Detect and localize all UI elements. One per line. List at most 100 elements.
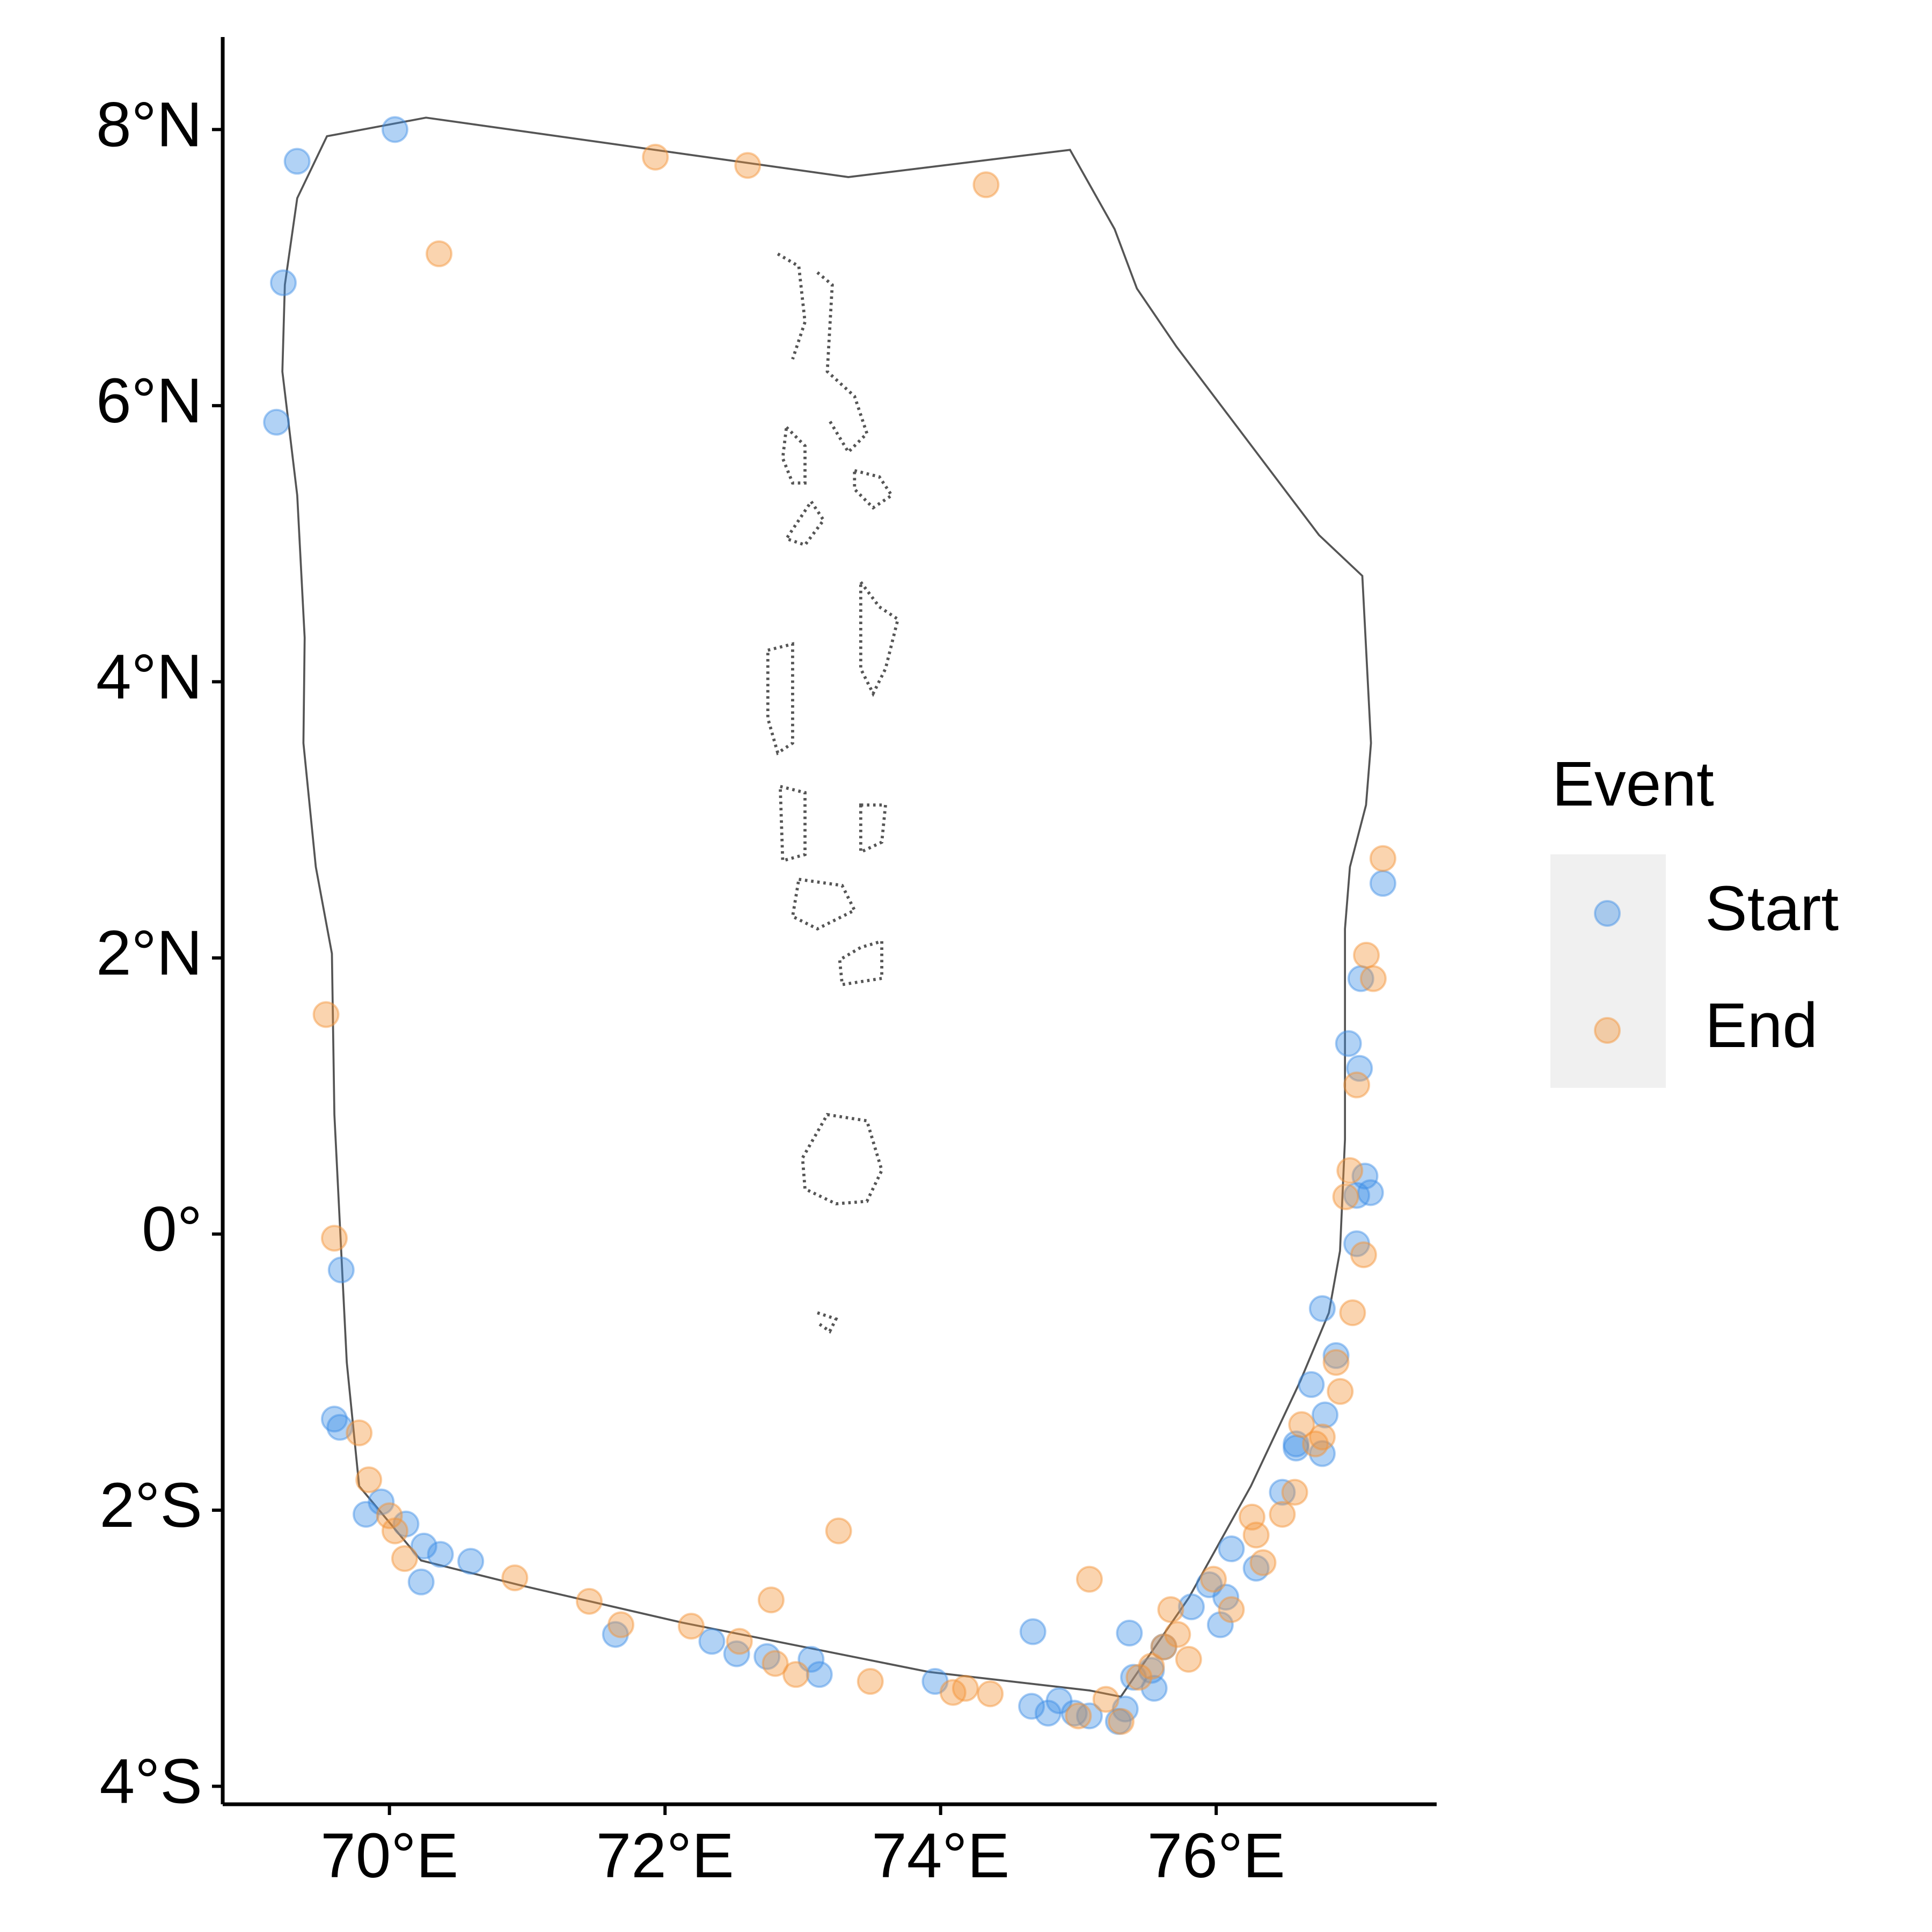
- x-tick-label: 72°E: [596, 1820, 734, 1891]
- point: [269, 269, 297, 296]
- point: [1125, 1664, 1153, 1691]
- point: [1140, 1674, 1168, 1702]
- point: [1138, 1652, 1165, 1680]
- point: [320, 1406, 348, 1433]
- point: [734, 152, 762, 179]
- point: [575, 1587, 603, 1615]
- point: [1075, 1702, 1103, 1730]
- point: [726, 1628, 753, 1655]
- point: [320, 1225, 348, 1252]
- point: [806, 1661, 833, 1688]
- point: [723, 1640, 750, 1667]
- point: [1335, 1030, 1362, 1057]
- point: [368, 1488, 395, 1516]
- point: [1242, 1521, 1270, 1549]
- point: [1288, 1411, 1315, 1438]
- point: [1218, 1535, 1245, 1563]
- point: [391, 1545, 418, 1572]
- point: [501, 1564, 529, 1592]
- point: [1269, 1501, 1296, 1528]
- point: [857, 1668, 884, 1695]
- point: [1138, 1657, 1165, 1684]
- point: [952, 1674, 979, 1702]
- point: [457, 1548, 485, 1575]
- point: [1359, 965, 1387, 992]
- y-tick-label: 6°N: [96, 365, 202, 436]
- point: [1339, 1299, 1366, 1327]
- point: [1332, 1183, 1359, 1211]
- point: [602, 1621, 629, 1648]
- point: [1019, 1618, 1046, 1645]
- point: [972, 171, 1000, 199]
- point: [1212, 1584, 1240, 1611]
- point: [797, 1645, 825, 1673]
- legend-marker: [1594, 900, 1621, 927]
- x-tick-label: 76°E: [1147, 1820, 1285, 1891]
- point: [1353, 941, 1380, 969]
- point: [353, 1501, 380, 1528]
- point: [1269, 1479, 1296, 1506]
- point: [1150, 1633, 1177, 1660]
- point: [1116, 1619, 1143, 1646]
- point: [1177, 1593, 1205, 1621]
- point: [1347, 965, 1374, 992]
- point: [1065, 1702, 1092, 1730]
- point: [1283, 1435, 1310, 1462]
- points: [263, 116, 1396, 1735]
- legend-title: Event: [1552, 749, 1714, 819]
- point: [427, 1541, 454, 1568]
- boundary: [281, 116, 1372, 1698]
- point: [312, 1001, 340, 1028]
- legend-key-background: [1550, 854, 1666, 1088]
- point: [263, 408, 290, 436]
- point: [698, 1628, 726, 1655]
- point: [1200, 1565, 1227, 1593]
- point: [1281, 1479, 1308, 1506]
- legend-marker: [1594, 1017, 1621, 1044]
- point: [327, 1256, 355, 1284]
- point: [1322, 1342, 1350, 1369]
- map-outlines: [281, 116, 1372, 1698]
- point: [642, 143, 669, 171]
- point: [1150, 1633, 1177, 1660]
- point: [1206, 1611, 1234, 1638]
- point: [921, 1668, 949, 1695]
- point: [381, 1517, 408, 1545]
- point: [1111, 1695, 1139, 1723]
- x-tick-label: 74°E: [872, 1820, 1009, 1891]
- point: [1343, 1071, 1371, 1099]
- point: [939, 1679, 967, 1706]
- point: [977, 1680, 1004, 1708]
- point: [1336, 1157, 1364, 1184]
- point: [1108, 1708, 1135, 1735]
- point: [326, 1414, 354, 1441]
- point: [1104, 1708, 1132, 1735]
- point: [1060, 1700, 1088, 1727]
- point: [1350, 1241, 1377, 1269]
- point: [757, 1586, 785, 1614]
- point: [1045, 1687, 1073, 1715]
- point: [283, 148, 311, 175]
- point: [1034, 1700, 1062, 1727]
- point: [1298, 1371, 1325, 1398]
- legend-label: Start: [1705, 873, 1839, 944]
- point: [762, 1650, 789, 1677]
- point: [1164, 1621, 1191, 1648]
- point: [1369, 845, 1396, 872]
- point: [1312, 1401, 1339, 1429]
- point: [426, 240, 453, 267]
- point: [1343, 1182, 1371, 1209]
- y-tick-label: 2°S: [99, 1470, 202, 1541]
- point: [1242, 1555, 1270, 1582]
- point: [1369, 870, 1396, 897]
- point: [346, 1419, 373, 1446]
- x-tick-label: 70°E: [320, 1820, 458, 1891]
- point: [355, 1466, 383, 1494]
- y-tick-label: 0°: [142, 1194, 202, 1265]
- point: [1308, 1423, 1336, 1451]
- point: [381, 116, 408, 143]
- point: [1092, 1686, 1119, 1713]
- point: [1357, 1179, 1384, 1206]
- point: [1327, 1378, 1354, 1405]
